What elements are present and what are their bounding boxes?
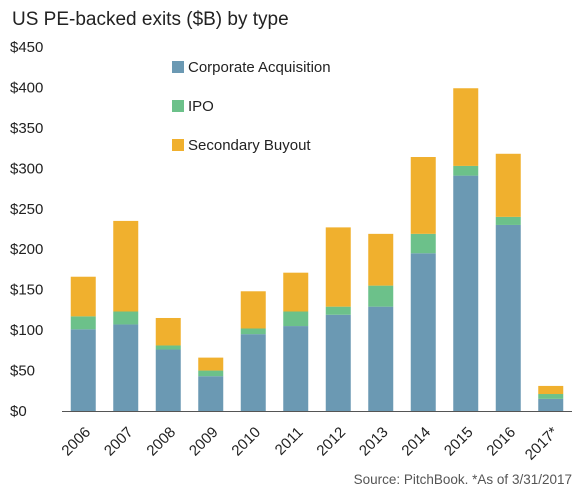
bar-corporate-acquisition bbox=[240, 334, 266, 411]
bar-ipo bbox=[283, 311, 309, 327]
y-tick-label: $250 bbox=[10, 201, 43, 218]
y-tick-label: $50 bbox=[10, 363, 35, 380]
x-tick-label: 2012 bbox=[313, 424, 349, 460]
bar-secondary-buyout bbox=[198, 357, 224, 371]
x-tick-label: 2011 bbox=[272, 424, 307, 459]
chart-title: US PE-backed exits ($B) by type bbox=[12, 9, 289, 30]
x-tick-label: 2008 bbox=[143, 424, 179, 460]
bar-corporate-acquisition bbox=[198, 376, 224, 411]
bar-secondary-buyout bbox=[410, 157, 436, 234]
bar-secondary-buyout bbox=[453, 88, 479, 166]
y-tick-label: $450 bbox=[10, 39, 43, 56]
bar-corporate-acquisition bbox=[495, 224, 521, 411]
bar-secondary-buyout bbox=[113, 220, 139, 312]
bar-secondary-buyout bbox=[240, 291, 266, 329]
x-tick-label: 2010 bbox=[228, 424, 264, 460]
bar-corporate-acquisition bbox=[325, 314, 351, 411]
bar-corporate-acquisition bbox=[410, 253, 436, 411]
bar-secondary-buyout bbox=[368, 233, 394, 286]
bar-ipo bbox=[198, 370, 224, 377]
x-tick-label: 2014 bbox=[398, 424, 434, 460]
bar-secondary-buyout bbox=[283, 272, 309, 312]
bar-corporate-acquisition bbox=[113, 324, 139, 411]
bar-ipo bbox=[240, 328, 266, 335]
x-tick-label: 2013 bbox=[356, 424, 392, 460]
bar-corporate-acquisition bbox=[283, 326, 309, 411]
legend-label: Secondary Buyout bbox=[188, 137, 311, 154]
y-tick-label: $0 bbox=[10, 403, 27, 420]
y-tick-label: $300 bbox=[10, 160, 43, 177]
bar-ipo bbox=[453, 165, 479, 176]
bar-ipo bbox=[325, 306, 351, 315]
bar-ipo bbox=[113, 311, 139, 325]
bar-corporate-acquisition bbox=[368, 306, 394, 411]
bar-corporate-acquisition bbox=[453, 175, 479, 411]
bar-corporate-acquisition bbox=[70, 329, 96, 411]
y-tick-label: $350 bbox=[10, 120, 43, 137]
legend-label: Corporate Acquisition bbox=[188, 59, 331, 76]
y-tick-label: $150 bbox=[10, 282, 43, 299]
x-tick-label: 2016 bbox=[483, 424, 519, 460]
x-axis: 2006 2007 2008 2009 2010 2011 2012 2013 2014 2015… bbox=[58, 424, 561, 464]
bar-secondary-buyout bbox=[155, 317, 181, 346]
bar-corporate-acquisition bbox=[538, 398, 564, 411]
bar-secondary-buyout bbox=[495, 153, 521, 217]
bar-secondary-buyout bbox=[325, 227, 351, 307]
bar-ipo bbox=[368, 285, 394, 307]
y-axis: $0 $50 $100 $150 $200 $250 $300 $350 $400 $450 bbox=[10, 39, 43, 420]
y-tick-label: $400 bbox=[10, 79, 43, 96]
bar-corporate-acquisition bbox=[155, 349, 181, 411]
x-tick-label: 2007 bbox=[101, 424, 137, 460]
legend: Corporate Acquisition IPO Secondary Buyout bbox=[172, 59, 331, 154]
bar-ipo bbox=[70, 316, 96, 330]
y-tick-label: $100 bbox=[10, 322, 43, 339]
bar-ipo bbox=[495, 216, 521, 225]
bars bbox=[70, 88, 564, 411]
legend-label: IPO bbox=[188, 98, 214, 115]
x-tick-label: 2015 bbox=[441, 424, 477, 460]
bar-ipo bbox=[410, 233, 436, 254]
legend-swatch bbox=[172, 61, 184, 73]
x-tick-label: 2006 bbox=[58, 424, 94, 460]
x-tick-label: 2017* bbox=[522, 424, 562, 464]
bar-secondary-buyout bbox=[538, 385, 564, 395]
source-note: Source: PitchBook. *As of 3/31/2017 bbox=[354, 472, 572, 487]
x-tick-label: 2009 bbox=[186, 424, 222, 460]
bar-secondary-buyout bbox=[70, 276, 96, 317]
legend-swatch bbox=[172, 139, 184, 151]
bar-ipo bbox=[538, 394, 564, 399]
y-tick-label: $200 bbox=[10, 241, 43, 258]
bar-ipo bbox=[155, 345, 181, 350]
legend-swatch bbox=[172, 100, 184, 112]
